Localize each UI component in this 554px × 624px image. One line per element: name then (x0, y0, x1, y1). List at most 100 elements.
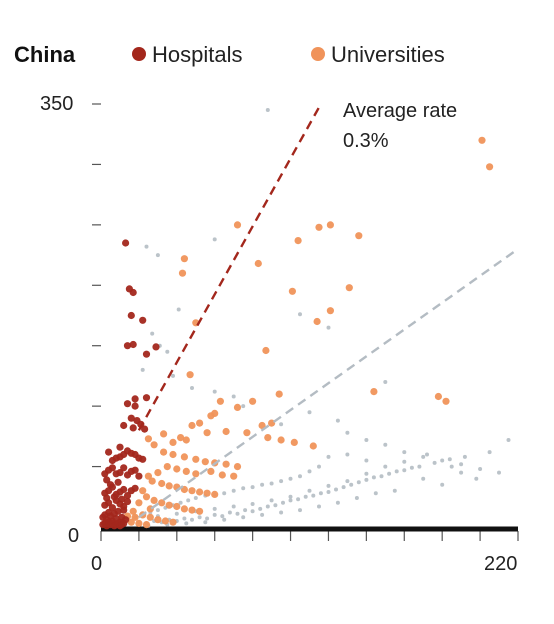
trend-line-other (138, 248, 519, 519)
point-other-87 (364, 477, 369, 482)
point-other-124 (345, 479, 350, 484)
point-universities-83 (161, 517, 169, 525)
point-universities-57 (230, 472, 238, 480)
point-other-102 (354, 496, 359, 500)
point-universities-76 (188, 506, 196, 514)
point-other-70 (235, 511, 240, 516)
point-other-107 (260, 512, 265, 517)
point-other-38 (288, 476, 293, 481)
point-other-49 (186, 498, 191, 503)
point-universities-19 (275, 390, 283, 398)
point-hospitals-35 (120, 464, 128, 472)
point-universities-33 (243, 429, 251, 437)
point-other-91 (394, 469, 399, 474)
point-universities-68 (211, 490, 219, 498)
legend-marker-hospitals (132, 47, 146, 61)
point-universities-60 (148, 477, 156, 485)
point-other-79 (303, 494, 308, 499)
point-universities-10 (288, 287, 296, 295)
point-universities-84 (169, 518, 177, 526)
point-other-22 (383, 442, 388, 447)
point-other-89 (379, 474, 384, 479)
point-hospitals-58 (123, 498, 132, 506)
legend-marker-universities (311, 47, 325, 61)
point-universities-38 (182, 436, 190, 444)
point-other-86 (356, 480, 361, 485)
point-universities-69 (139, 487, 147, 495)
point-universities-59 (144, 472, 152, 480)
point-universities-23 (216, 397, 224, 405)
point-other-17 (307, 410, 312, 415)
point-other-50 (178, 500, 183, 505)
point-other-0 (265, 108, 270, 112)
point-hospitals-60 (110, 493, 118, 501)
point-universities-88 (142, 521, 151, 529)
point-universities-67 (203, 489, 211, 497)
point-universities-35 (277, 436, 285, 444)
point-other-53 (155, 508, 160, 513)
point-other-21 (364, 438, 369, 442)
point-universities-86 (127, 518, 135, 526)
point-other-101 (373, 491, 378, 496)
point-other-16 (241, 404, 246, 409)
point-universities-4 (315, 223, 323, 231)
point-other-83 (334, 487, 338, 492)
point-hospitals-73 (120, 506, 128, 514)
point-universities-31 (258, 421, 266, 430)
point-other-123 (326, 483, 331, 488)
point-universities-78 (135, 499, 143, 507)
point-universities-47 (201, 458, 209, 466)
legend-label-hospitals: Hospitals (152, 42, 242, 67)
point-universities-66 (196, 488, 204, 496)
point-universities-37 (290, 438, 298, 446)
point-other-104 (317, 504, 321, 509)
y-tick-label-min: 0 (68, 525, 79, 547)
point-other-28 (497, 470, 501, 475)
point-other-74 (265, 504, 270, 509)
point-other-42 (250, 485, 255, 490)
point-universities-82 (154, 516, 162, 524)
point-universities-15 (262, 346, 270, 355)
point-other-82 (326, 490, 331, 494)
point-hospitals-17 (129, 424, 137, 432)
point-hospitals-49 (131, 484, 139, 492)
point-other-43 (241, 486, 246, 491)
point-universities-46 (192, 455, 200, 463)
point-other-111 (184, 521, 189, 526)
point-other-71 (243, 508, 248, 513)
point-hospitals-12 (131, 402, 139, 410)
point-other-109 (222, 517, 227, 522)
point-hospitals-50 (106, 481, 115, 489)
point-other-76 (281, 500, 285, 505)
trend-lines (137, 103, 519, 519)
point-universities-28 (188, 421, 196, 430)
point-other-121 (288, 494, 293, 499)
point-other-129 (440, 482, 445, 487)
point-universities-20 (442, 397, 450, 405)
point-other-77 (288, 498, 293, 503)
point-other-40 (269, 481, 274, 486)
point-universities-9 (178, 269, 187, 277)
point-universities-54 (192, 470, 200, 478)
point-other-25 (440, 458, 445, 463)
point-hospitals-29 (116, 443, 124, 451)
point-other-39 (279, 479, 284, 484)
point-universities-8 (254, 259, 262, 268)
annotation-line1: Average rate (343, 100, 457, 122)
point-universities-16 (186, 371, 194, 379)
legend-title: China (14, 42, 76, 67)
point-other-44 (231, 488, 236, 493)
point-other-92 (402, 468, 407, 473)
point-universities-90 (129, 507, 137, 515)
point-other-95 (432, 460, 437, 465)
point-universities-61 (158, 479, 166, 488)
legend-label-universities: Universities (331, 42, 445, 67)
legend: China Hospitals Universities (14, 42, 445, 67)
point-universities-42 (150, 441, 158, 449)
point-other-13 (190, 386, 194, 390)
point-other-118 (231, 504, 236, 509)
point-universities-2 (233, 221, 242, 229)
point-universities-72 (158, 499, 166, 507)
